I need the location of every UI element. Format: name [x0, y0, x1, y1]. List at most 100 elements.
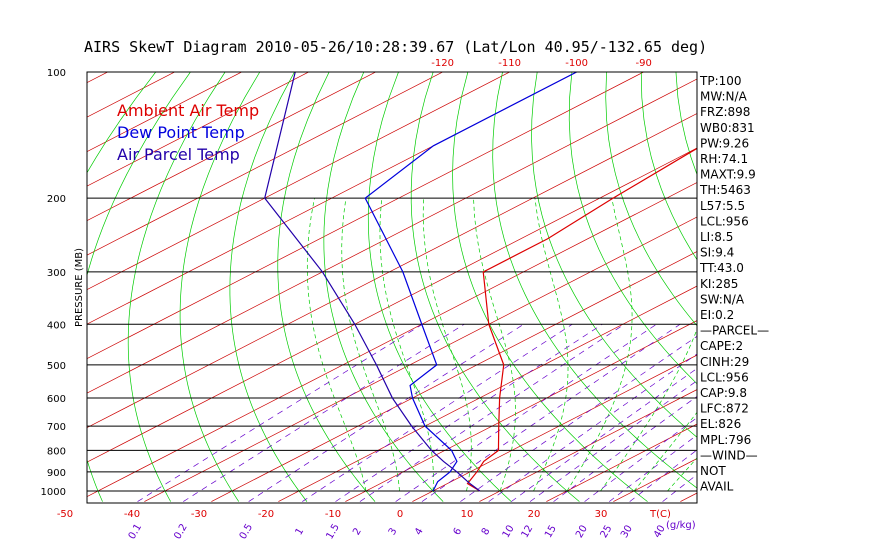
pressure-tick-label: 300	[47, 268, 66, 279]
dry-adiabat-line	[849, 72, 870, 502]
top-temp-tick-label: -100	[565, 58, 588, 69]
legend-entry: Dew Point Temp	[117, 123, 245, 142]
dry-adiabat-line	[605, 72, 697, 327]
profile-ambient-air-temp	[466, 147, 697, 492]
mixing-ratio-tick-label: 0.5	[238, 522, 255, 541]
isotherm-line	[546, 423, 697, 502]
index-item: SI:9.4	[700, 246, 734, 260]
dry-adiabat-line	[323, 72, 444, 502]
isotherm-line	[87, 72, 511, 291]
legend-entry: Ambient Air Temp	[117, 101, 259, 120]
legend-entry: Air Parcel Temp	[117, 145, 240, 164]
mixing-ratio-line	[248, 323, 524, 502]
mixing-ratio-tick-label: 25	[599, 523, 615, 540]
mixing-ratio-line	[511, 368, 697, 502]
top-temp-tick-label: -110	[498, 58, 521, 69]
index-item: KI:285	[700, 277, 738, 291]
moist-adiabat-line	[566, 198, 633, 492]
x-axis-label: T(C)	[649, 509, 671, 520]
index-item: FRZ:898	[700, 105, 750, 119]
index-item: TP:100	[699, 74, 742, 88]
mixing-ratio-tick-label: 15	[543, 523, 559, 540]
pressure-tick-label: 500	[47, 361, 66, 372]
mixing-ratio-tick-label: 12	[520, 523, 536, 540]
index-item: EL:826	[700, 417, 741, 431]
dry-adiabat-line	[815, 72, 870, 502]
index-item: CAPE:2	[700, 339, 743, 353]
index-item: MAXT:9.9	[700, 168, 756, 182]
isotherm-line	[87, 72, 444, 256]
index-item: TH:5463	[699, 183, 751, 197]
index-item: L57:5.5	[700, 199, 745, 213]
index-item: —PARCEL—	[700, 324, 769, 338]
mixing-ratio-tick-label: 20	[574, 523, 590, 540]
moist-adiabat-line	[667, 457, 697, 492]
mixing-ratio-tick-label: 6	[452, 526, 465, 537]
isotherm-line	[278, 285, 697, 502]
axes: 1002003004005006007008009001000PRESSURE …	[41, 58, 698, 541]
bottom-temp-tick-label: 10	[461, 509, 474, 520]
isotherm-line	[87, 72, 578, 325]
dry-adiabat-line	[640, 72, 697, 261]
isotherm-line	[0, 63, 59, 502]
isotherm-line	[87, 72, 645, 360]
index-item: LCL:956	[700, 214, 749, 228]
plot-frame	[86, 71, 698, 504]
index-item: SW:N/A	[700, 292, 745, 306]
mixing-ratio-tick-label: 0.1	[127, 522, 144, 541]
index-item: LI:8.5	[700, 230, 733, 244]
isotherm-line	[87, 182, 697, 498]
mixing-ratio-line	[584, 417, 697, 502]
mixing-ratio-tick-label: 0.2	[172, 522, 189, 541]
mixing-ratio-line	[359, 323, 625, 502]
mixing-ratio-line	[553, 395, 697, 502]
chart-title: AIRS SkewT Diagram 2010-05-26/10:28:39.6…	[84, 38, 707, 56]
profile-air-parcel-temp	[264, 72, 481, 492]
dry-adiabat-line	[780, 72, 870, 502]
index-item: EI:0.2	[700, 308, 734, 322]
mixing-ratio-tick-label: 2	[351, 526, 364, 537]
pressure-tick-label: 100	[47, 68, 66, 79]
bottom-temp-tick-label: 0	[397, 509, 403, 520]
index-item: TT:43.0	[699, 261, 744, 275]
mixing-ratio-tick-label: 1.5	[324, 522, 341, 541]
mixing-ratio-line	[529, 380, 697, 502]
y-axis-label: PRESSURE (MB)	[74, 248, 85, 327]
pressure-tick-label: 600	[47, 394, 66, 405]
isotherm-line	[87, 113, 697, 429]
pressure-tick-label: 400	[47, 320, 66, 331]
bottom-temp-tick-label: -10	[325, 509, 341, 520]
dry-adiabat-line	[452, 72, 648, 502]
isotherm-line	[412, 354, 697, 502]
mixing-ratio-unit: (g/kg)	[666, 520, 696, 531]
bottom-temp-tick-label: 30	[595, 509, 608, 520]
index-item: LCL:956	[700, 370, 749, 384]
index-item: PW:9.26	[700, 136, 749, 150]
mixing-ratio-line	[395, 323, 657, 502]
isobar-lines	[87, 197, 697, 492]
dry-adiabat-line	[568, 72, 697, 385]
dry-adiabat-line	[745, 72, 870, 502]
isotherm-line	[211, 251, 697, 502]
index-item: —WIND—	[700, 448, 758, 462]
index-item: MPL:796	[700, 433, 751, 447]
isotherm-line	[747, 63, 870, 502]
index-item: MW:N/A	[700, 90, 748, 104]
bottom-temp-tick-label: -20	[258, 509, 274, 520]
mixing-ratio-tick-label: 10	[501, 523, 517, 540]
mixing-ratio-line	[421, 323, 681, 502]
isotherm-line	[87, 72, 310, 187]
isotherm-line	[345, 320, 697, 502]
moist-adiabat-line	[473, 198, 516, 492]
mixing-ratio-tick-label: 1	[294, 526, 307, 537]
index-item: NOT	[700, 464, 726, 478]
pressure-tick-label: 900	[47, 468, 66, 479]
mixing-ratio-tick-label: 30	[619, 523, 635, 540]
isotherm-line	[87, 72, 109, 84]
index-item: RH:74.1	[700, 152, 748, 166]
mixing-ratio-line	[183, 323, 465, 502]
isotherm-line	[479, 389, 697, 502]
profile-dew-point-temp	[364, 72, 577, 492]
mixing-ratio-tick-label: 8	[480, 526, 493, 537]
pressure-tick-label: 800	[47, 446, 66, 457]
